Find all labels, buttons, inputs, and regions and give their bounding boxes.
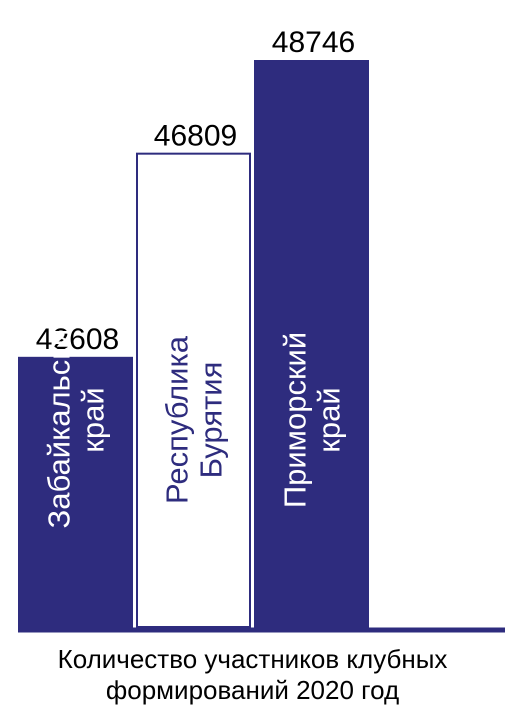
bar-1-category-line-2: край [76, 387, 111, 452]
bar-3-category-line-1: Приморский [278, 332, 313, 508]
bar-2-category-line-2: Бурятия [194, 362, 229, 479]
chart-caption: Количество участников клубных формирован… [0, 644, 505, 706]
bar-2-category-line-1: Республика [160, 335, 195, 504]
bar-3 [254, 60, 369, 628]
bar-1-category-line-1: Забайкальский [42, 312, 77, 529]
bars-group [18, 60, 369, 628]
bar-2-value-label: 46809 [154, 120, 237, 153]
bar-1 [18, 356, 133, 628]
bar-2-category-label: Республика Бурятия [160, 335, 229, 504]
bar-1-category-label: Забайкальский край [42, 312, 111, 529]
bar-2 [136, 152, 251, 628]
bar-3-category-line-2: край [312, 387, 347, 452]
bar-3-category-label: Приморский край [278, 332, 347, 508]
bar-3-value-label: 48746 [272, 26, 355, 59]
bar-1-value-label: 42608 [36, 323, 119, 356]
caption-line-1: Количество участников клубных [57, 644, 448, 674]
caption-line-2: формирований 2020 год [105, 675, 400, 705]
